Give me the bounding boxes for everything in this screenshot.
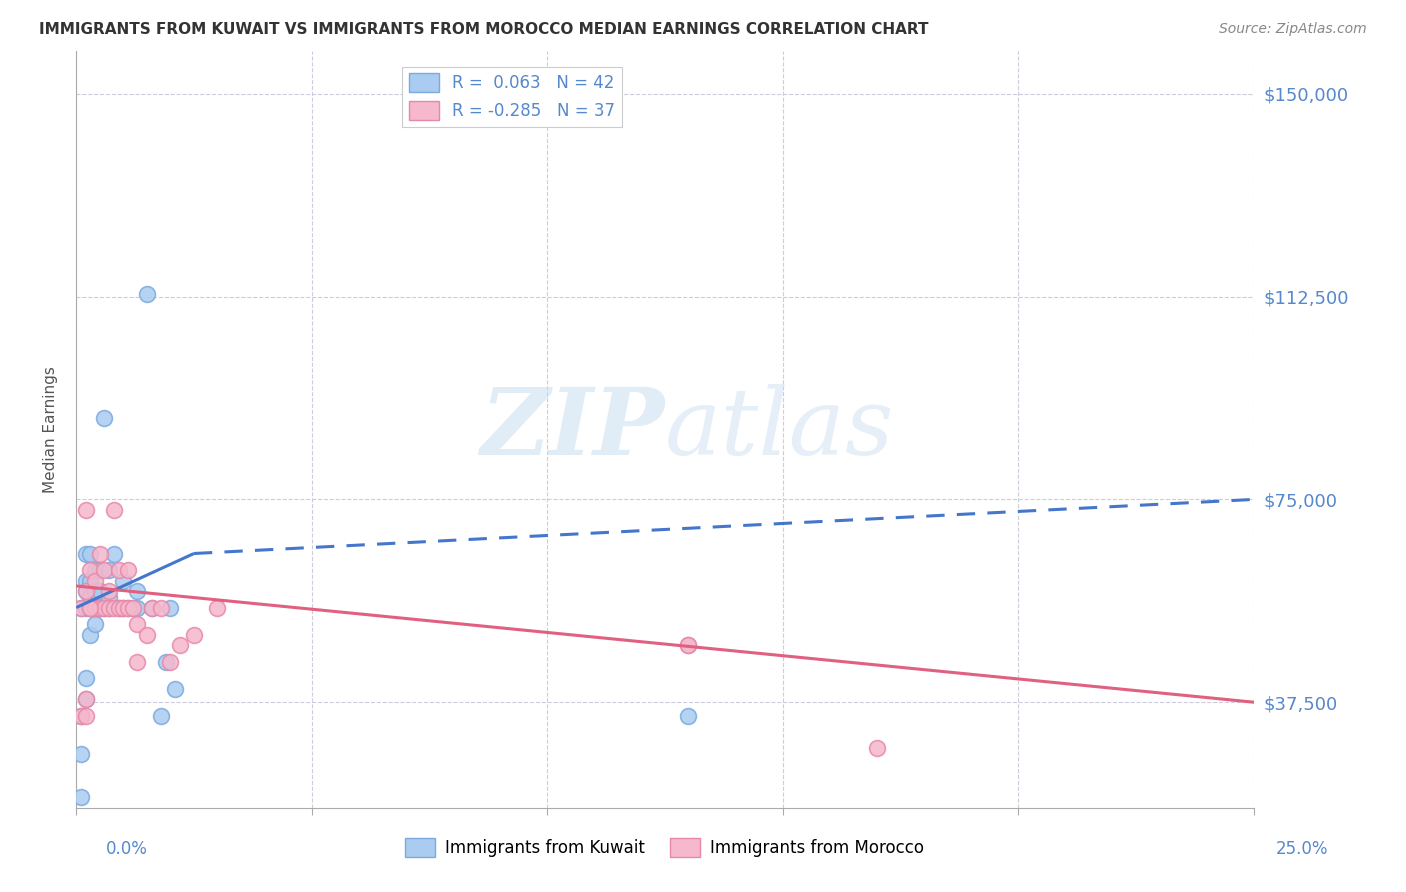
Point — [89, 600, 111, 615]
Point — [149, 708, 172, 723]
Point — [89, 547, 111, 561]
Point — [135, 627, 157, 641]
Point — [70, 600, 93, 615]
Point — [117, 563, 139, 577]
Point — [75, 692, 97, 706]
Point — [79, 574, 101, 588]
Point — [89, 600, 111, 615]
Point — [93, 600, 115, 615]
Point — [89, 584, 111, 599]
Point — [141, 600, 163, 615]
Point — [75, 503, 97, 517]
Point — [79, 600, 101, 615]
Point — [165, 681, 187, 696]
Point — [75, 692, 97, 706]
Point — [93, 563, 115, 577]
Point — [107, 563, 129, 577]
Point — [678, 639, 700, 653]
Y-axis label: Median Earnings: Median Earnings — [44, 366, 58, 492]
Point — [127, 655, 149, 669]
Point — [75, 600, 97, 615]
Point — [84, 563, 107, 577]
Point — [207, 600, 229, 615]
Point — [121, 600, 143, 615]
Point — [103, 600, 125, 615]
Point — [70, 708, 93, 723]
Point — [127, 600, 149, 615]
Point — [127, 616, 149, 631]
Point — [112, 600, 135, 615]
Point — [70, 708, 93, 723]
Point — [98, 600, 121, 615]
Point — [79, 563, 101, 577]
Point — [149, 600, 172, 615]
Point — [79, 590, 101, 604]
Point — [93, 600, 115, 615]
Point — [159, 655, 181, 669]
Point — [70, 600, 93, 615]
Point — [866, 741, 889, 756]
Point — [103, 547, 125, 561]
Text: 0.0%: 0.0% — [105, 840, 148, 858]
Point — [75, 708, 97, 723]
Point — [98, 584, 121, 599]
Point — [141, 600, 163, 615]
Text: ZIP: ZIP — [481, 384, 665, 475]
Point — [84, 600, 107, 615]
Text: 25.0%: 25.0% — [1277, 840, 1329, 858]
Point — [159, 600, 181, 615]
Point — [79, 600, 101, 615]
Point — [84, 584, 107, 599]
Point — [75, 584, 97, 599]
Point — [107, 600, 129, 615]
Point — [678, 708, 700, 723]
Point — [93, 411, 115, 425]
Point — [70, 747, 93, 761]
Point — [121, 600, 143, 615]
Point — [112, 574, 135, 588]
Point — [135, 287, 157, 301]
Point — [98, 600, 121, 615]
Point — [84, 600, 107, 615]
Point — [75, 547, 97, 561]
Point — [84, 574, 107, 588]
Point — [112, 600, 135, 615]
Text: atlas: atlas — [665, 384, 894, 475]
Point — [117, 600, 139, 615]
Point — [678, 639, 700, 653]
Point — [103, 503, 125, 517]
Point — [127, 584, 149, 599]
Text: Source: ZipAtlas.com: Source: ZipAtlas.com — [1219, 22, 1367, 37]
Point — [79, 547, 101, 561]
Point — [89, 563, 111, 577]
Point — [107, 600, 129, 615]
Point — [98, 563, 121, 577]
Point — [155, 655, 177, 669]
Point — [75, 574, 97, 588]
Point — [98, 590, 121, 604]
Point — [84, 616, 107, 631]
Point — [117, 600, 139, 615]
Point — [75, 671, 97, 685]
Point — [70, 789, 93, 804]
Point — [183, 627, 205, 641]
Point — [79, 600, 101, 615]
Point — [79, 627, 101, 641]
Point — [169, 639, 191, 653]
Text: IMMIGRANTS FROM KUWAIT VS IMMIGRANTS FROM MOROCCO MEDIAN EARNINGS CORRELATION CH: IMMIGRANTS FROM KUWAIT VS IMMIGRANTS FRO… — [39, 22, 929, 37]
Point — [75, 584, 97, 599]
Legend: R =  0.063   N = 42, R = -0.285   N = 37: R = 0.063 N = 42, R = -0.285 N = 37 — [402, 67, 621, 127]
